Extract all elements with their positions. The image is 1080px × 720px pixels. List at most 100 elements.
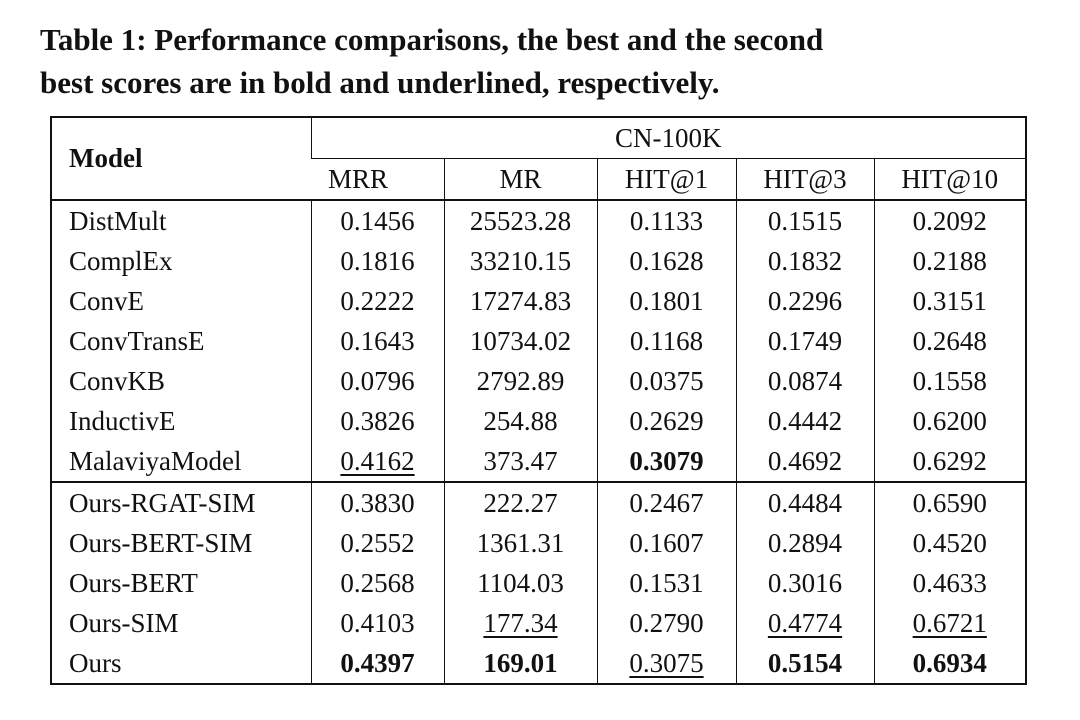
table-cell: 2792.89	[443, 361, 597, 401]
table-cell: Ours-SIM	[51, 603, 311, 643]
cell-text: MalaviyaModel	[69, 445, 242, 476]
table-cell: 0.1133	[596, 200, 736, 241]
table-cell: 177.34	[443, 603, 597, 643]
table-row: Ours-RGAT-SIM 0.3830 222.27 0.2467 0.4484 0.6…	[51, 482, 1026, 523]
table-cell: 0.4162	[310, 441, 444, 483]
table-row: Ours-SIM 0.4103 177.34 0.2790 0.4774 0.6721	[51, 603, 1026, 643]
cell-text: 0.2222	[340, 285, 415, 316]
table-row: Ours 0.4397 169.01 0.3075 0.5154 0.6934	[51, 643, 1026, 684]
table-cell: 0.4520	[873, 523, 1026, 563]
cell-text: 0.3016	[767, 567, 843, 598]
cell-text: 1361.31	[476, 527, 565, 558]
table-cell: 0.2552	[310, 523, 444, 563]
cell-text: 0.1558	[912, 365, 987, 396]
table-cell: 0.2222	[310, 281, 444, 321]
table-cell: 0.2629	[596, 401, 736, 441]
cell-text: ComplEx	[69, 245, 173, 276]
table-cell: ComplEx	[51, 241, 311, 281]
table-row: Ours-BERT-SIM 0.2552 1361.31 0.1607 0.2894 0.…	[51, 523, 1026, 563]
table-cell: 0.1749	[735, 321, 874, 361]
table-cell: 0.3075	[596, 643, 736, 684]
cell-text: 0.3079	[629, 445, 704, 476]
cell-text: 0.4633	[912, 567, 987, 598]
cell-text: 10734.02	[469, 325, 572, 356]
cell-text: 0.4484	[767, 487, 843, 518]
table-cell: ConvTransE	[51, 321, 311, 361]
table-cell: 254.88	[443, 401, 597, 441]
table-cell: 0.2648	[873, 321, 1026, 361]
table-cell: 0.4103	[310, 603, 444, 643]
cell-text: 0.1133	[629, 205, 704, 236]
cell-text: 0.3830	[340, 487, 415, 518]
table-cell: 0.3016	[735, 563, 874, 603]
cell-text: Ours-RGAT-SIM	[69, 487, 256, 518]
cell-text: 0.0375	[629, 365, 704, 396]
cell-text: 0.1816	[340, 245, 415, 276]
table-cell: 0.3151	[873, 281, 1026, 321]
table-cell: Ours-RGAT-SIM	[51, 482, 311, 523]
cell-text: 0.1531	[629, 567, 704, 598]
table-cell: 0.0874	[735, 361, 874, 401]
table-cell: 0.1558	[873, 361, 1026, 401]
table-cell: 0.1643	[310, 321, 444, 361]
cell-text: 0.1456	[340, 205, 415, 236]
cell-text: 0.3151	[912, 285, 987, 316]
cell-text: 0.6200	[912, 405, 987, 436]
cell-text: 0.0874	[767, 365, 843, 396]
cell-text: 0.4692	[767, 445, 843, 476]
cell-text: 0.4774	[767, 607, 843, 638]
table-cell: 0.4692	[735, 441, 874, 483]
header-cell: Model	[51, 117, 311, 201]
table-cell: 0.1628	[596, 241, 736, 281]
cell-text: DistMult	[69, 205, 167, 236]
table-cell: 0.5154	[735, 643, 874, 684]
header-cell: HIT@10	[873, 158, 1026, 201]
table-cell: 17274.83	[443, 281, 597, 321]
cell-text: InductivE	[69, 405, 176, 436]
cell-text: 0.1607	[629, 527, 704, 558]
table-cell: 0.4484	[735, 482, 874, 523]
table-cell: 0.4774	[735, 603, 874, 643]
cell-text: 33210.15	[469, 245, 572, 276]
cell-text: 0.6721	[912, 607, 987, 638]
table-cell: InductivE	[51, 401, 311, 441]
table-cell: 0.1168	[596, 321, 736, 361]
cell-text: 0.1168	[629, 325, 704, 356]
cell-text: 0.4520	[912, 527, 987, 558]
table-cell: 0.2296	[735, 281, 874, 321]
cell-text: 169.01	[483, 647, 558, 678]
table-cell: 0.4633	[873, 563, 1026, 603]
table-cell: 0.1456	[310, 200, 444, 241]
cell-text: 0.6590	[912, 487, 987, 518]
cell-text: 0.2188	[912, 245, 987, 276]
cell-text: 0.4162	[340, 445, 415, 476]
table-cell: ConvE	[51, 281, 311, 321]
header-cell: MR	[443, 158, 597, 201]
cell-text: Ours	[69, 647, 122, 678]
table-cell: 0.3079	[596, 441, 736, 483]
cell-text: 0.5154	[767, 647, 843, 678]
table-cell: 25523.28	[443, 200, 597, 241]
cell-text: 222.27	[483, 487, 558, 518]
cell-text: 0.6934	[912, 647, 987, 678]
table-cell: 0.1816	[310, 241, 444, 281]
cell-text: 0.6292	[912, 445, 987, 476]
cell-text: 373.47	[483, 445, 558, 476]
table-cell: 0.4442	[735, 401, 874, 441]
table-cell: Ours	[51, 643, 311, 684]
cell-text: Ours-SIM	[69, 607, 179, 638]
cell-text: 0.2790	[629, 607, 704, 638]
cell-text: 0.1628	[629, 245, 704, 276]
table-cell: 0.2790	[596, 603, 736, 643]
caption-line: best scores are in bold and underlined, …	[40, 65, 720, 100]
table-cell: 169.01	[443, 643, 597, 684]
table-cell: 1104.03	[443, 563, 597, 603]
cell-text: 0.3826	[340, 405, 415, 436]
results-table: Model CN-100K MRR MR HIT@1 HIT@3 HIT@10 Dist…	[50, 116, 1027, 685]
table-cell: 1361.31	[443, 523, 597, 563]
cell-text: 2792.89	[476, 365, 565, 396]
table-cell: MalaviyaModel	[51, 441, 311, 483]
table-row: ComplEx 0.1816 33210.15 0.1628 0.1832 0.2188	[51, 241, 1026, 281]
cell-text: 0.2296	[767, 285, 843, 316]
cell-text: 177.34	[483, 607, 558, 638]
